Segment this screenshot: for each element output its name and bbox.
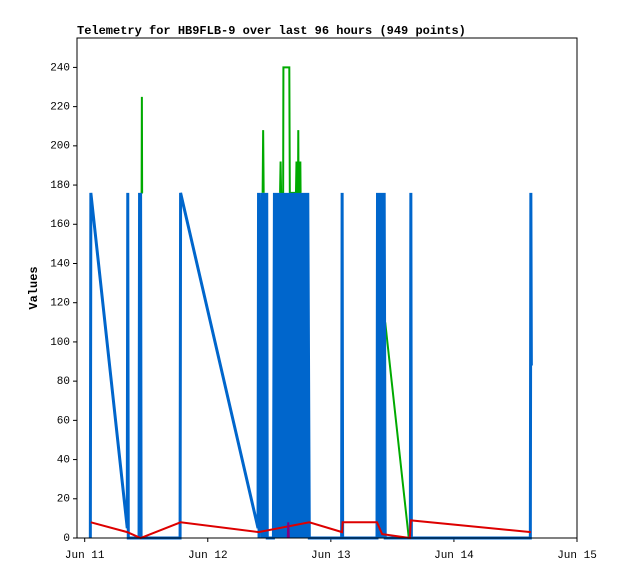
chart-title: Telemetry for HB9FLB-9 over last 96 hour…: [77, 24, 466, 38]
x-tick-label: Jun 11: [65, 550, 105, 562]
y-tick-label: 120: [50, 298, 70, 310]
y-tick-label: 20: [57, 494, 70, 506]
y-tick-label: 220: [50, 102, 70, 114]
y-axis-label: Values: [27, 266, 41, 309]
y-tick-label: 180: [50, 180, 70, 192]
series-line: [286, 522, 290, 539]
plot-frame: [76, 37, 578, 539]
series-line: [140, 66, 410, 539]
y-tick-label: 60: [57, 415, 70, 427]
y-tick-label: 200: [50, 141, 70, 153]
x-tick-label: Jun 12: [188, 550, 228, 562]
y-tick-label: 160: [50, 219, 70, 231]
series-line: [88, 192, 533, 540]
y-tick-label: 140: [50, 258, 70, 270]
y-tick-label: 80: [57, 376, 70, 388]
y-tick-label: 100: [50, 337, 70, 349]
y-tick-label: 0: [63, 533, 70, 545]
x-tick-label: Jun 15: [557, 550, 597, 562]
x-tick-label: Jun 14: [434, 550, 474, 562]
x-tick-label: Jun 13: [311, 550, 351, 562]
y-tick-label: 240: [50, 62, 70, 74]
y-tick-label: 40: [57, 454, 70, 466]
